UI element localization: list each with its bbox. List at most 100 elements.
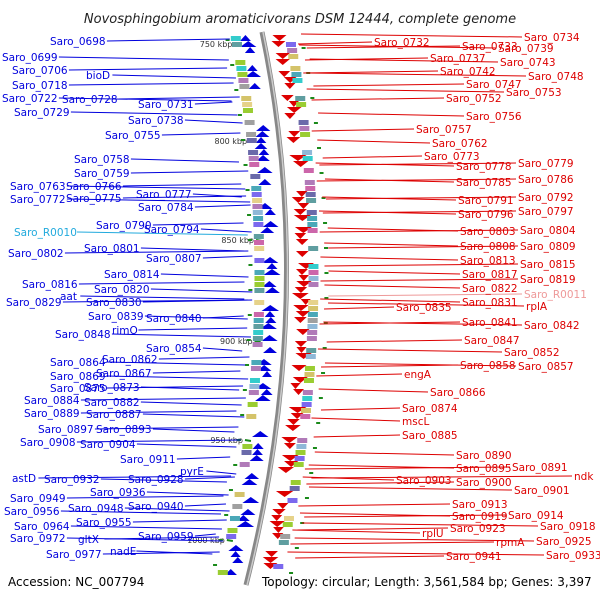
- left-gene-label[interactable]: Saro_0763: [10, 181, 66, 193]
- left-gene-label[interactable]: rimO: [112, 325, 138, 337]
- right-gene-label[interactable]: Saro_0919: [452, 511, 508, 523]
- left-gene-label[interactable]: Saro_0699: [2, 52, 58, 64]
- left-gene-label[interactable]: Saro_0775: [66, 193, 122, 205]
- left-gene-label[interactable]: Saro_0977: [46, 549, 102, 561]
- left-gene-label[interactable]: astD: [12, 473, 36, 485]
- right-gene-label[interactable]: Saro_0890: [456, 450, 512, 462]
- right-gene-label[interactable]: Saro_0737: [430, 53, 486, 65]
- right-gene-label[interactable]: Saro_0901: [514, 485, 570, 497]
- right-gene-label[interactable]: Saro_0819: [520, 274, 576, 286]
- right-gene-label[interactable]: Saro_0753: [506, 87, 562, 99]
- left-gene-label[interactable]: Saro_0777: [136, 189, 192, 201]
- right-gene-label[interactable]: Saro_0803: [460, 226, 516, 238]
- right-gene-label[interactable]: Saro_0913: [452, 499, 508, 511]
- right-gene-label[interactable]: Saro_0733: [462, 41, 518, 53]
- right-gene-label[interactable]: Saro_0822: [462, 283, 518, 295]
- right-gene-label[interactable]: Saro_0786: [518, 174, 574, 186]
- left-gene-label[interactable]: Saro_0956: [4, 506, 60, 518]
- left-gene-label[interactable]: Saro_0897: [38, 424, 94, 436]
- left-gene-label[interactable]: Saro_0698: [50, 36, 106, 48]
- left-gene-label[interactable]: Saro_0759: [74, 168, 130, 180]
- left-gene-label[interactable]: Saro_0936: [90, 487, 146, 499]
- right-gene-label[interactable]: Saro_0778: [456, 161, 512, 173]
- left-gene-label[interactable]: Saro_0940: [128, 501, 184, 513]
- right-gene-label[interactable]: Saro_0796: [458, 209, 514, 221]
- right-gene-label[interactable]: Saro_0817: [462, 269, 518, 281]
- left-gene-label[interactable]: Saro_0948: [68, 503, 124, 515]
- left-gene-label[interactable]: Saro_0790: [96, 220, 152, 232]
- right-gene-label[interactable]: Saro_0914: [508, 510, 564, 522]
- left-gene-label[interactable]: Saro_0932: [44, 474, 100, 486]
- right-gene-label[interactable]: Saro_0852: [504, 347, 560, 359]
- right-gene-label[interactable]: Saro_0933: [546, 550, 600, 562]
- left-gene-label[interactable]: Saro_0911: [120, 454, 176, 466]
- left-gene-label[interactable]: Saro_0889: [24, 408, 80, 420]
- right-gene-label[interactable]: Saro_0762: [432, 138, 488, 150]
- right-gene-label[interactable]: Saro_0857: [518, 361, 574, 373]
- left-gene-label[interactable]: Saro_0766: [66, 181, 122, 193]
- right-gene-label[interactable]: Saro_0918: [540, 521, 596, 533]
- left-gene-label[interactable]: Saro_0784: [138, 202, 194, 214]
- right-gene-label[interactable]: Saro_0847: [464, 335, 520, 347]
- left-gene-label[interactable]: Saro_0718: [12, 80, 68, 92]
- left-gene-label[interactable]: nadE: [110, 546, 136, 558]
- right-gene-label[interactable]: Saro_0742: [440, 66, 496, 78]
- left-gene-label[interactable]: Saro_0955: [76, 517, 132, 529]
- right-gene-label[interactable]: Saro_0791: [458, 195, 514, 207]
- right-gene-label[interactable]: Saro_0743: [500, 57, 556, 69]
- left-gene-label[interactable]: Saro_0887: [86, 409, 142, 421]
- right-gene-label[interactable]: Saro_0866: [430, 387, 486, 399]
- left-gene-label[interactable]: Saro_0839: [88, 311, 144, 323]
- left-gene-label[interactable]: Saro_0884: [24, 395, 80, 407]
- left-gene-label[interactable]: Saro_0869: [50, 371, 106, 383]
- left-gene-label[interactable]: Saro_0949: [10, 493, 66, 505]
- right-gene-label[interactable]: Saro_0900: [456, 477, 512, 489]
- left-gene-label[interactable]: Saro_0731: [138, 99, 194, 111]
- right-gene-label[interactable]: Saro_0925: [536, 536, 592, 548]
- right-gene-label[interactable]: ndk: [574, 471, 594, 483]
- right-gene-label[interactable]: Saro_0923: [450, 523, 506, 535]
- right-gene-label[interactable]: Saro_0779: [518, 158, 574, 170]
- right-gene-label[interactable]: engA: [404, 369, 432, 381]
- left-gene-label[interactable]: Saro_0794: [144, 224, 200, 236]
- left-gene-label[interactable]: aat: [60, 291, 77, 303]
- left-gene-label[interactable]: Saro_0706: [12, 65, 68, 77]
- left-gene-label[interactable]: Saro_0867: [96, 368, 152, 380]
- right-gene-label[interactable]: Saro_0815: [520, 259, 576, 271]
- left-gene-label[interactable]: Saro_R0010: [14, 227, 77, 239]
- left-gene-label[interactable]: Saro_0722: [2, 93, 58, 105]
- right-gene-label[interactable]: Saro_0739: [498, 43, 554, 55]
- left-gene-label[interactable]: Saro_0862: [102, 354, 158, 366]
- left-gene-label[interactable]: Saro_0875: [50, 383, 106, 395]
- left-gene-label[interactable]: Saro_0928: [128, 474, 184, 486]
- left-gene-label[interactable]: Saro_0738: [128, 115, 184, 127]
- left-gene-label[interactable]: Saro_0840: [146, 313, 202, 325]
- left-gene-label[interactable]: Saro_0848: [55, 329, 111, 341]
- right-gene-label[interactable]: Saro_0809: [520, 241, 576, 253]
- left-gene-label[interactable]: Saro_0816: [22, 279, 78, 291]
- right-gene-label[interactable]: Saro_0891: [512, 462, 568, 474]
- right-gene-label[interactable]: Saro_0732: [374, 37, 430, 49]
- left-gene-label[interactable]: Saro_0807: [146, 253, 202, 265]
- right-gene-label[interactable]: Saro_0808: [460, 241, 516, 253]
- right-gene-label[interactable]: Saro_0773: [424, 151, 480, 163]
- left-gene-label[interactable]: Saro_0772: [10, 194, 66, 206]
- right-gene-label[interactable]: Saro_0748: [528, 71, 584, 83]
- left-gene-label[interactable]: Saro_0758: [74, 154, 130, 166]
- left-gene-label[interactable]: Saro_0904: [80, 439, 136, 451]
- right-gene-label[interactable]: Saro_0895: [456, 463, 512, 475]
- left-gene-label[interactable]: Saro_0802: [8, 248, 64, 260]
- left-gene-label[interactable]: Saro_0893: [96, 424, 152, 436]
- right-gene-label[interactable]: Saro_0842: [524, 320, 580, 332]
- right-gene-label[interactable]: Saro_0941: [446, 551, 502, 563]
- left-gene-label[interactable]: Saro_0820: [94, 284, 150, 296]
- left-gene-label[interactable]: Saro_0801: [84, 243, 140, 255]
- left-gene-label[interactable]: pyrE: [180, 466, 204, 478]
- left-gene-label[interactable]: Saro_0873: [84, 382, 140, 394]
- right-gene-label[interactable]: Saro_0797: [518, 206, 574, 218]
- right-gene-label[interactable]: Saro_0752: [446, 93, 502, 105]
- right-gene-label[interactable]: Saro_0747: [466, 79, 522, 91]
- left-gene-label[interactable]: Saro_0854: [146, 343, 202, 355]
- left-gene-label[interactable]: Saro_0729: [14, 107, 70, 119]
- right-gene-label[interactable]: rplA: [526, 301, 548, 313]
